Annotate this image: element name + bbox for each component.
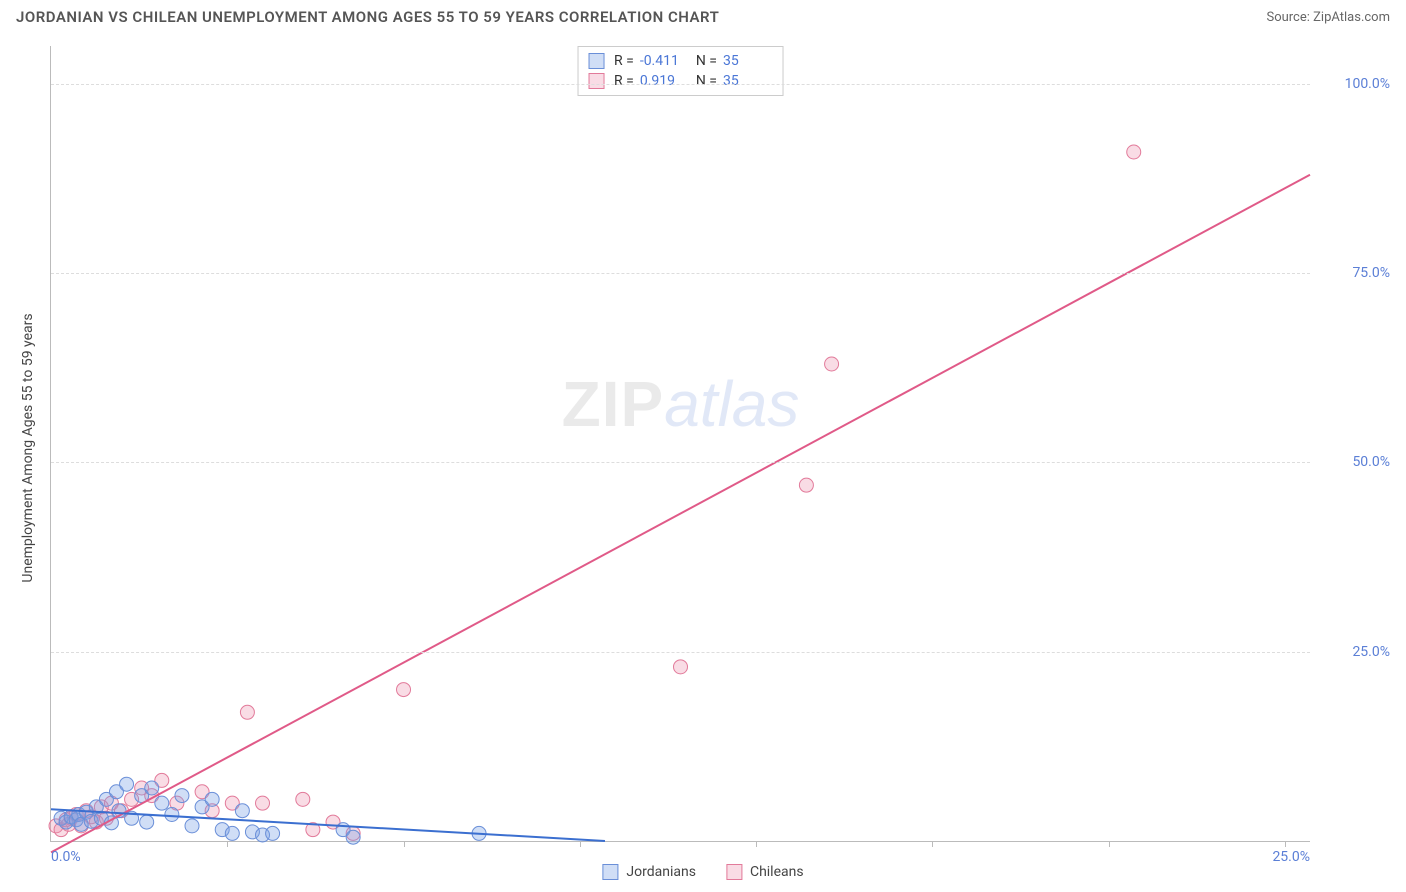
- legend-item-chileans: Chileans: [726, 864, 804, 880]
- chart-header: JORDANIAN VS CHILEAN UNEMPLOYMENT AMONG …: [0, 0, 1406, 30]
- swatch-jordanians: [602, 864, 618, 880]
- scatter-point-jordanians: [346, 830, 360, 844]
- legend-item-jordanians: Jordanians: [602, 864, 696, 880]
- x-tick-mark: [932, 841, 933, 847]
- source-prefix: Source:: [1266, 10, 1313, 25]
- grid-line: [51, 84, 1310, 85]
- scatter-point-jordanians: [266, 826, 280, 840]
- x-tick-mark: [1109, 841, 1110, 847]
- scatter-point-jordanians: [185, 819, 199, 833]
- scatter-point-chileans: [256, 796, 270, 810]
- y-tick-label: 75.0%: [1320, 265, 1390, 281]
- scatter-point-jordanians: [165, 808, 179, 822]
- trend-line-chileans: [51, 175, 1310, 853]
- scatter-point-chileans: [240, 705, 254, 719]
- scatter-point-jordanians: [205, 792, 219, 806]
- swatch-chileans: [726, 864, 742, 880]
- x-tick-mark: [756, 841, 757, 847]
- scatter-point-jordanians: [155, 796, 169, 810]
- plot-svg: [51, 46, 1310, 841]
- scatter-point-jordanians: [140, 815, 154, 829]
- y-tick-label: 25.0%: [1320, 644, 1390, 660]
- scatter-point-jordanians: [235, 804, 249, 818]
- series-legend: Jordanians Chileans: [602, 864, 803, 880]
- source-name: ZipAtlas.com: [1313, 10, 1390, 25]
- scatter-point-jordanians: [145, 781, 159, 795]
- grid-line: [51, 462, 1310, 463]
- x-tick-mark: [1285, 841, 1286, 847]
- scatter-point-chileans: [296, 792, 310, 806]
- grid-line: [51, 273, 1310, 274]
- chart-plot-area: ZIPatlas R = -0.411 N = 35 R = 0.919 N =…: [50, 46, 1310, 842]
- x-tick-label-min: 0.0%: [51, 849, 81, 865]
- y-tick-label: 100.0%: [1320, 76, 1390, 92]
- source-attribution: Source: ZipAtlas.com: [1266, 10, 1390, 25]
- x-tick-mark: [227, 841, 228, 847]
- x-tick-label-max: 25.0%: [1272, 849, 1310, 865]
- scatter-point-chileans: [825, 357, 839, 371]
- x-tick-mark: [404, 841, 405, 847]
- y-axis-label: Unemployment Among Ages 55 to 59 years: [20, 313, 36, 582]
- legend-label-chileans: Chileans: [750, 864, 804, 880]
- legend-label-jordanians: Jordanians: [626, 864, 696, 880]
- grid-line: [51, 652, 1310, 653]
- scatter-point-jordanians: [175, 789, 189, 803]
- scatter-point-chileans: [799, 478, 813, 492]
- chart-title: JORDANIAN VS CHILEAN UNEMPLOYMENT AMONG …: [16, 8, 719, 26]
- scatter-point-jordanians: [120, 777, 134, 791]
- scatter-point-chileans: [397, 683, 411, 697]
- x-tick-mark: [580, 841, 581, 847]
- scatter-point-chileans: [674, 660, 688, 674]
- scatter-point-jordanians: [225, 826, 239, 840]
- y-tick-label: 50.0%: [1320, 454, 1390, 470]
- scatter-point-chileans: [1127, 145, 1141, 159]
